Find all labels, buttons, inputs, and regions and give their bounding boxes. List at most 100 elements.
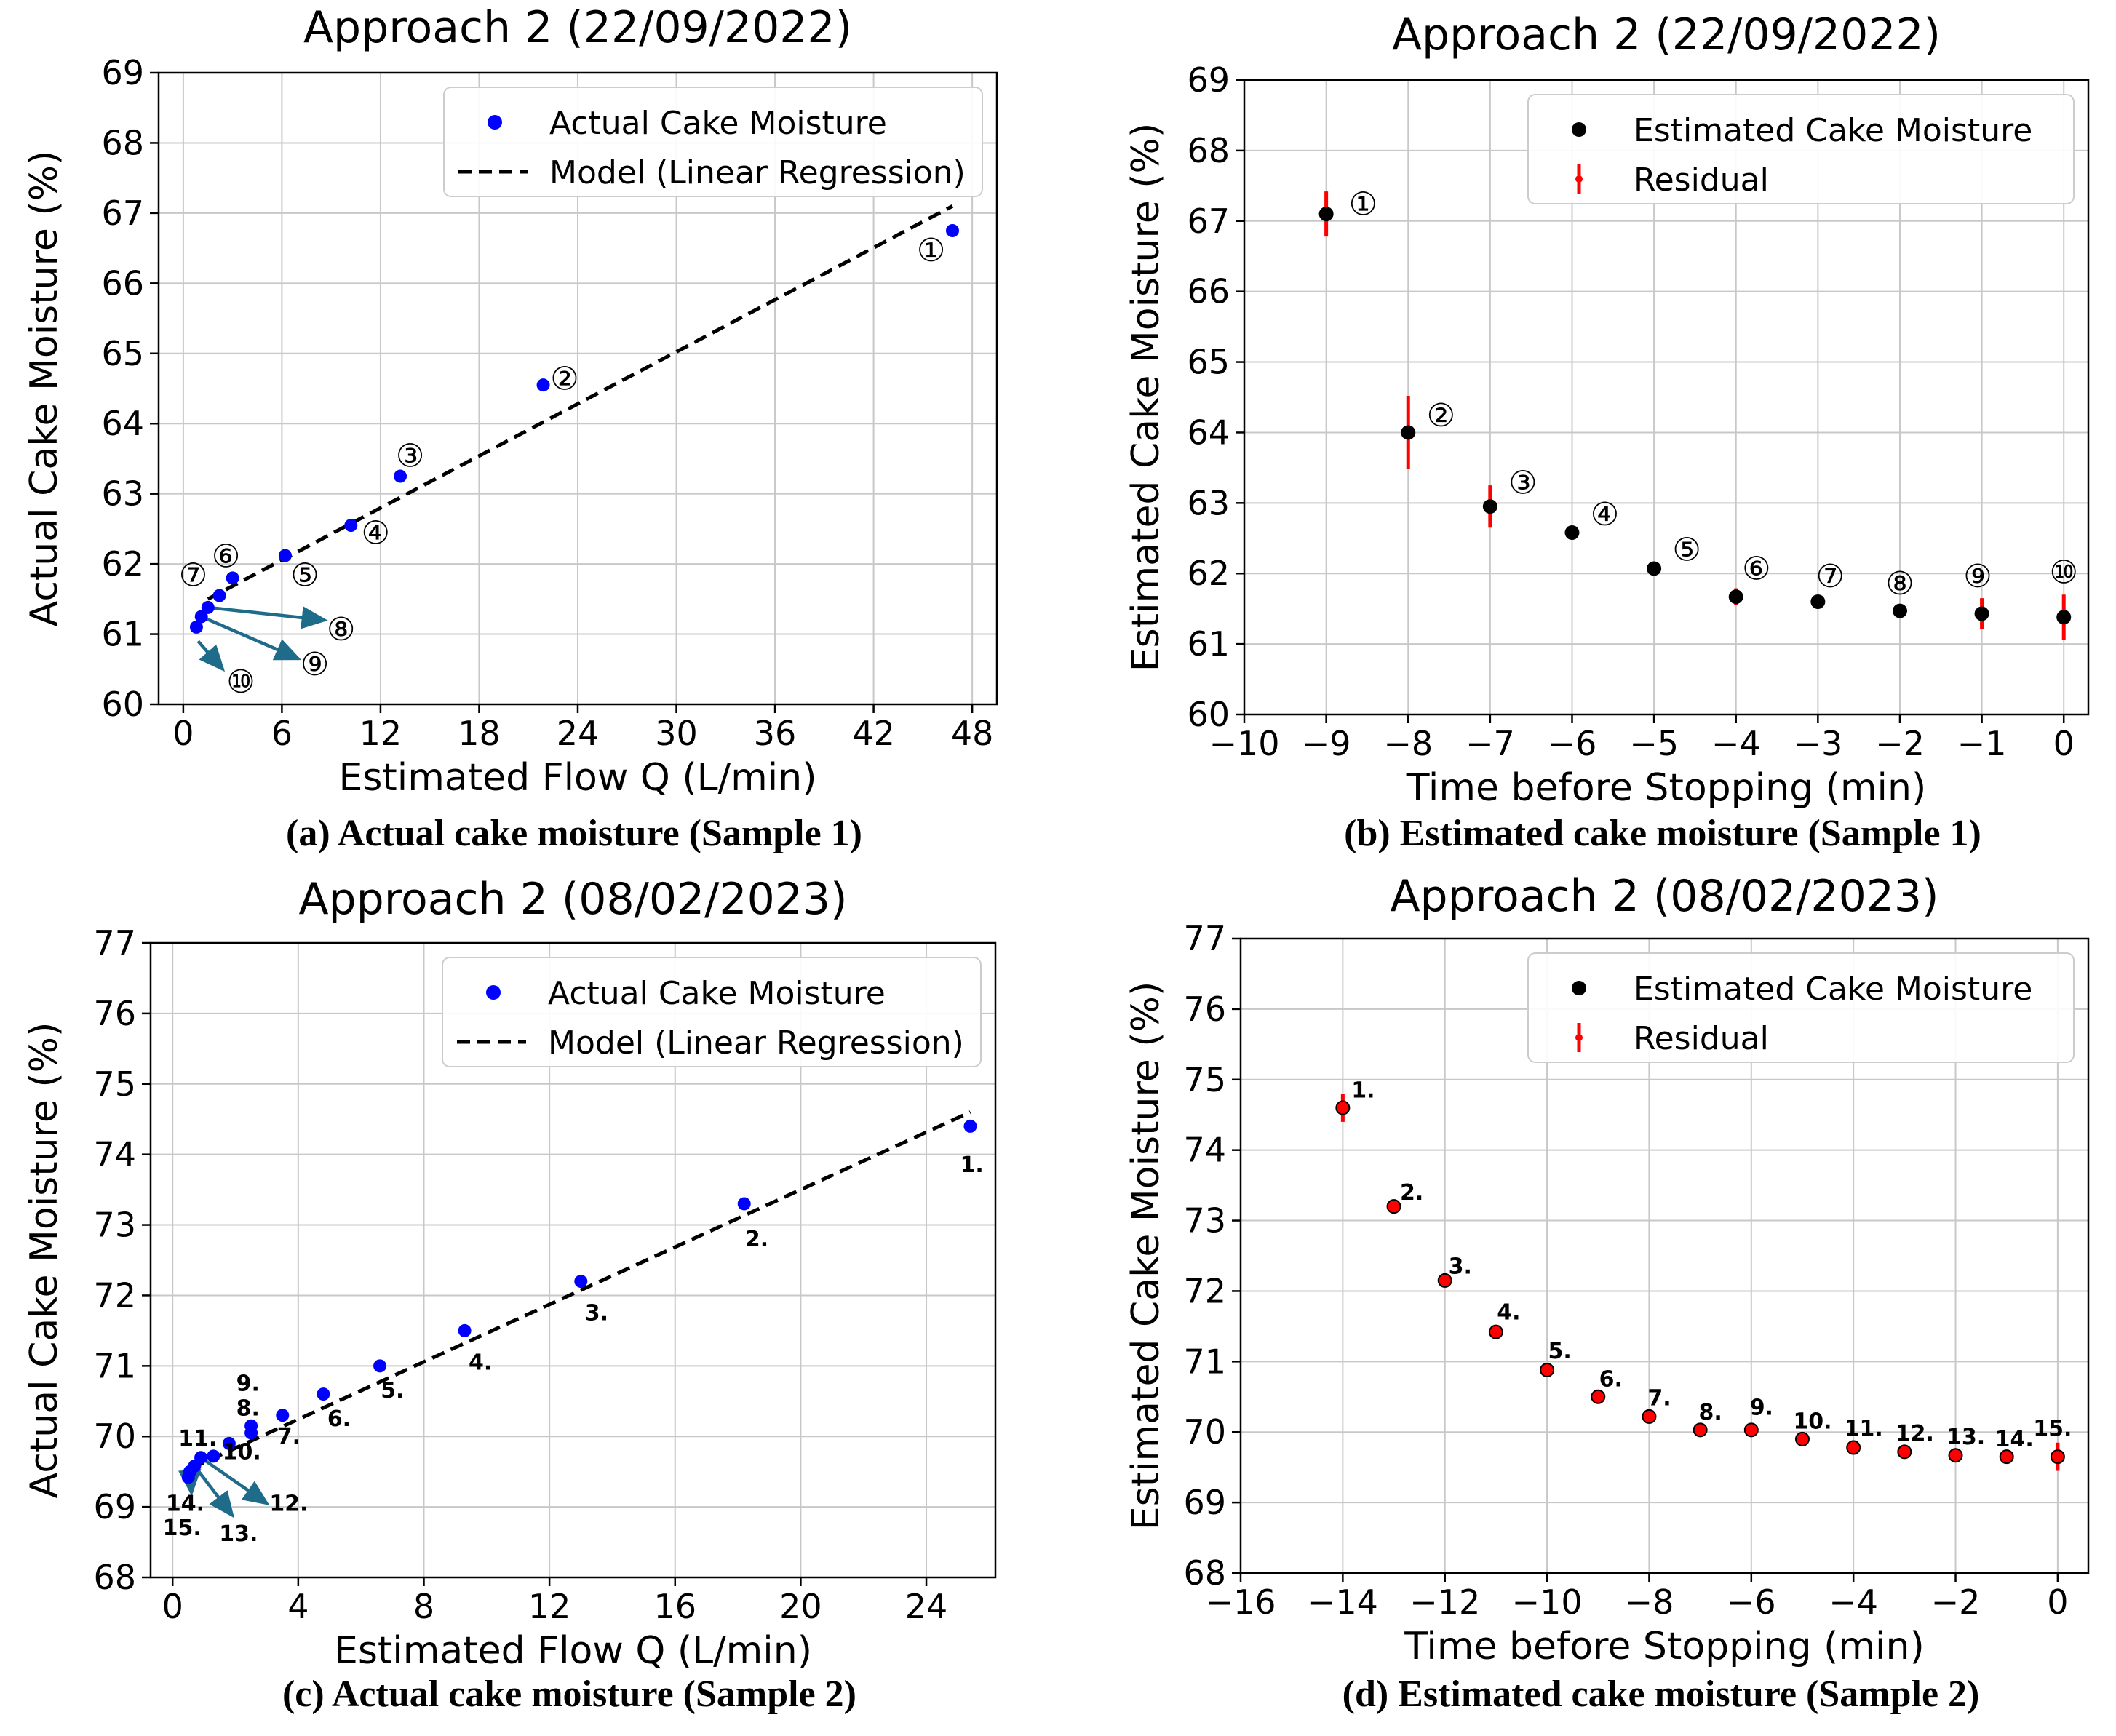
data-point <box>212 589 226 602</box>
panel-caption: (a) Actual cake moisture (Sample 1) <box>286 813 862 854</box>
point-annotation: 15. <box>163 1516 202 1541</box>
data-point <box>737 1197 751 1211</box>
point-annotation: 9. <box>1750 1395 1773 1420</box>
point-annotation: ⑥ <box>212 538 240 576</box>
y-axis-label: Actual Cake Moisture (%) <box>23 1022 66 1499</box>
point-annotation: ⑩ <box>226 664 255 701</box>
x-tick-label: 42 <box>852 714 895 753</box>
data-point <box>1642 1409 1657 1424</box>
point-annotation: 1. <box>1351 1078 1375 1103</box>
plot-area <box>178 1110 977 1518</box>
data-point <box>574 1275 588 1289</box>
y-tick-label: 68 <box>93 1558 136 1597</box>
legend-label: Model (Linear Regression) <box>548 1024 964 1062</box>
chart-title: Approach 2 (08/02/2023) <box>298 874 847 925</box>
legend-box <box>442 957 982 1067</box>
data-point <box>189 620 203 634</box>
y-axis-label: Estimated Cake Moisture (%) <box>1124 123 1168 672</box>
y-tick-label: 73 <box>1183 1201 1226 1241</box>
point-annotation: 8. <box>236 1395 260 1421</box>
data-point <box>1693 1422 1708 1438</box>
data-point <box>1647 561 1662 576</box>
point-annotation: 7. <box>277 1424 301 1449</box>
chart-title: Approach 2 (08/02/2023) <box>1390 871 1938 922</box>
x-tick-label: −12 <box>1409 1582 1480 1622</box>
x-tick-label: −8 <box>1625 1582 1674 1622</box>
x-tick-label: −4 <box>1829 1582 1878 1622</box>
y-tick-label: 64 <box>1187 413 1230 452</box>
y-tick-label: 75 <box>1183 1060 1226 1099</box>
panel-b: −10 −9 −8 −7 −6 −5 −4 −3 −2 −1 0606162636465666768… <box>1124 9 2090 854</box>
x-tick-label: −10 <box>1512 1582 1583 1622</box>
point-annotation: 3. <box>1449 1254 1472 1280</box>
data-point <box>1335 1100 1351 1115</box>
data-point <box>226 571 239 585</box>
y-tick-label: 77 <box>93 923 136 963</box>
y-tick-label: 74 <box>93 1135 136 1174</box>
annotation-arrow <box>207 605 328 629</box>
data-point <box>963 1119 977 1133</box>
point-annotation: 7. <box>1647 1386 1671 1412</box>
legend-label: Actual Cake Moisture <box>548 975 886 1012</box>
axes-frame <box>1239 937 2090 1574</box>
plot-area <box>189 204 960 672</box>
y-tick-label: 69 <box>101 53 144 92</box>
data-point <box>458 1323 472 1337</box>
y-tick-label: 72 <box>1183 1271 1226 1310</box>
data-point <box>1386 1199 1401 1214</box>
x-tick-label: 12 <box>359 714 402 753</box>
point-annotation: ③ <box>396 438 424 475</box>
point-annotation: 15. <box>2033 1416 2072 1441</box>
x-tick-label: 0 <box>162 1587 183 1626</box>
y-tick-label: 62 <box>1187 554 1230 593</box>
annotation-arrow <box>200 615 302 661</box>
x-tick-label: 24 <box>557 714 600 753</box>
x-tick-label: 30 <box>655 714 698 753</box>
y-tick-label: 67 <box>1187 202 1230 241</box>
y-tick-label: 68 <box>1183 1553 1226 1593</box>
legend-label: Actual Cake Moisture <box>549 105 887 142</box>
point-annotation: 2. <box>745 1227 768 1252</box>
x-axis-label: Estimated Flow Q (L/min) <box>338 756 816 800</box>
point-annotation: 5. <box>1548 1339 1571 1364</box>
panel-a: 0 6 12 18 24 30 36 42 48 60 61 62 63 64 65 66 67 68 69 Appr… <box>23 2 998 854</box>
x-tick-label: −4 <box>1711 724 1761 763</box>
y-tick-label: 66 <box>101 263 144 303</box>
point-annotation: 6. <box>1599 1367 1623 1393</box>
x-axis-label: Estimated Flow Q (L/min) <box>334 1629 812 1673</box>
axes-frame <box>1243 79 2090 716</box>
point-annotation: 11. <box>1845 1416 1883 1441</box>
plot-area <box>1335 1094 2065 1471</box>
point-annotation: 2. <box>1400 1180 1423 1206</box>
model-regression-line <box>191 1110 971 1470</box>
data-point <box>1488 1324 1503 1339</box>
legend-label: Estimated Cake Moisture <box>1634 971 2032 1008</box>
data-point <box>1728 589 1743 605</box>
data-point <box>1482 499 1497 514</box>
point-annotation: ⑥ <box>1742 550 1770 587</box>
y-tick-label: 74 <box>1183 1131 1226 1170</box>
data-point <box>1892 603 1907 618</box>
x-tick-label: 48 <box>951 714 994 753</box>
point-annotation: ⑧ <box>1885 565 1914 602</box>
x-tick-label: 4 <box>287 1587 309 1626</box>
data-point <box>1794 1431 1810 1446</box>
data-point <box>201 600 215 614</box>
y-tick-label: 75 <box>93 1064 136 1104</box>
x-tick-label: −8 <box>1383 724 1433 763</box>
y-tick-label: 66 <box>1187 272 1230 311</box>
point-annotation: 1. <box>960 1152 983 1178</box>
data-point <box>244 1426 258 1440</box>
point-annotation: 12. <box>269 1491 308 1516</box>
y-tick-label: 65 <box>101 334 144 373</box>
data-point <box>1999 1449 2014 1465</box>
x-tick-label: 8 <box>413 1587 434 1626</box>
point-annotation: 5. <box>381 1378 404 1403</box>
y-tick-label: 69 <box>1183 1483 1226 1522</box>
x-tick-label: −7 <box>1465 724 1515 763</box>
point-annotation: ④ <box>1591 496 1619 533</box>
y-tick-label: 71 <box>1183 1342 1226 1381</box>
data-point <box>276 1409 290 1422</box>
legend-label: Residual <box>1634 162 1769 199</box>
data-point <box>1564 525 1580 541</box>
